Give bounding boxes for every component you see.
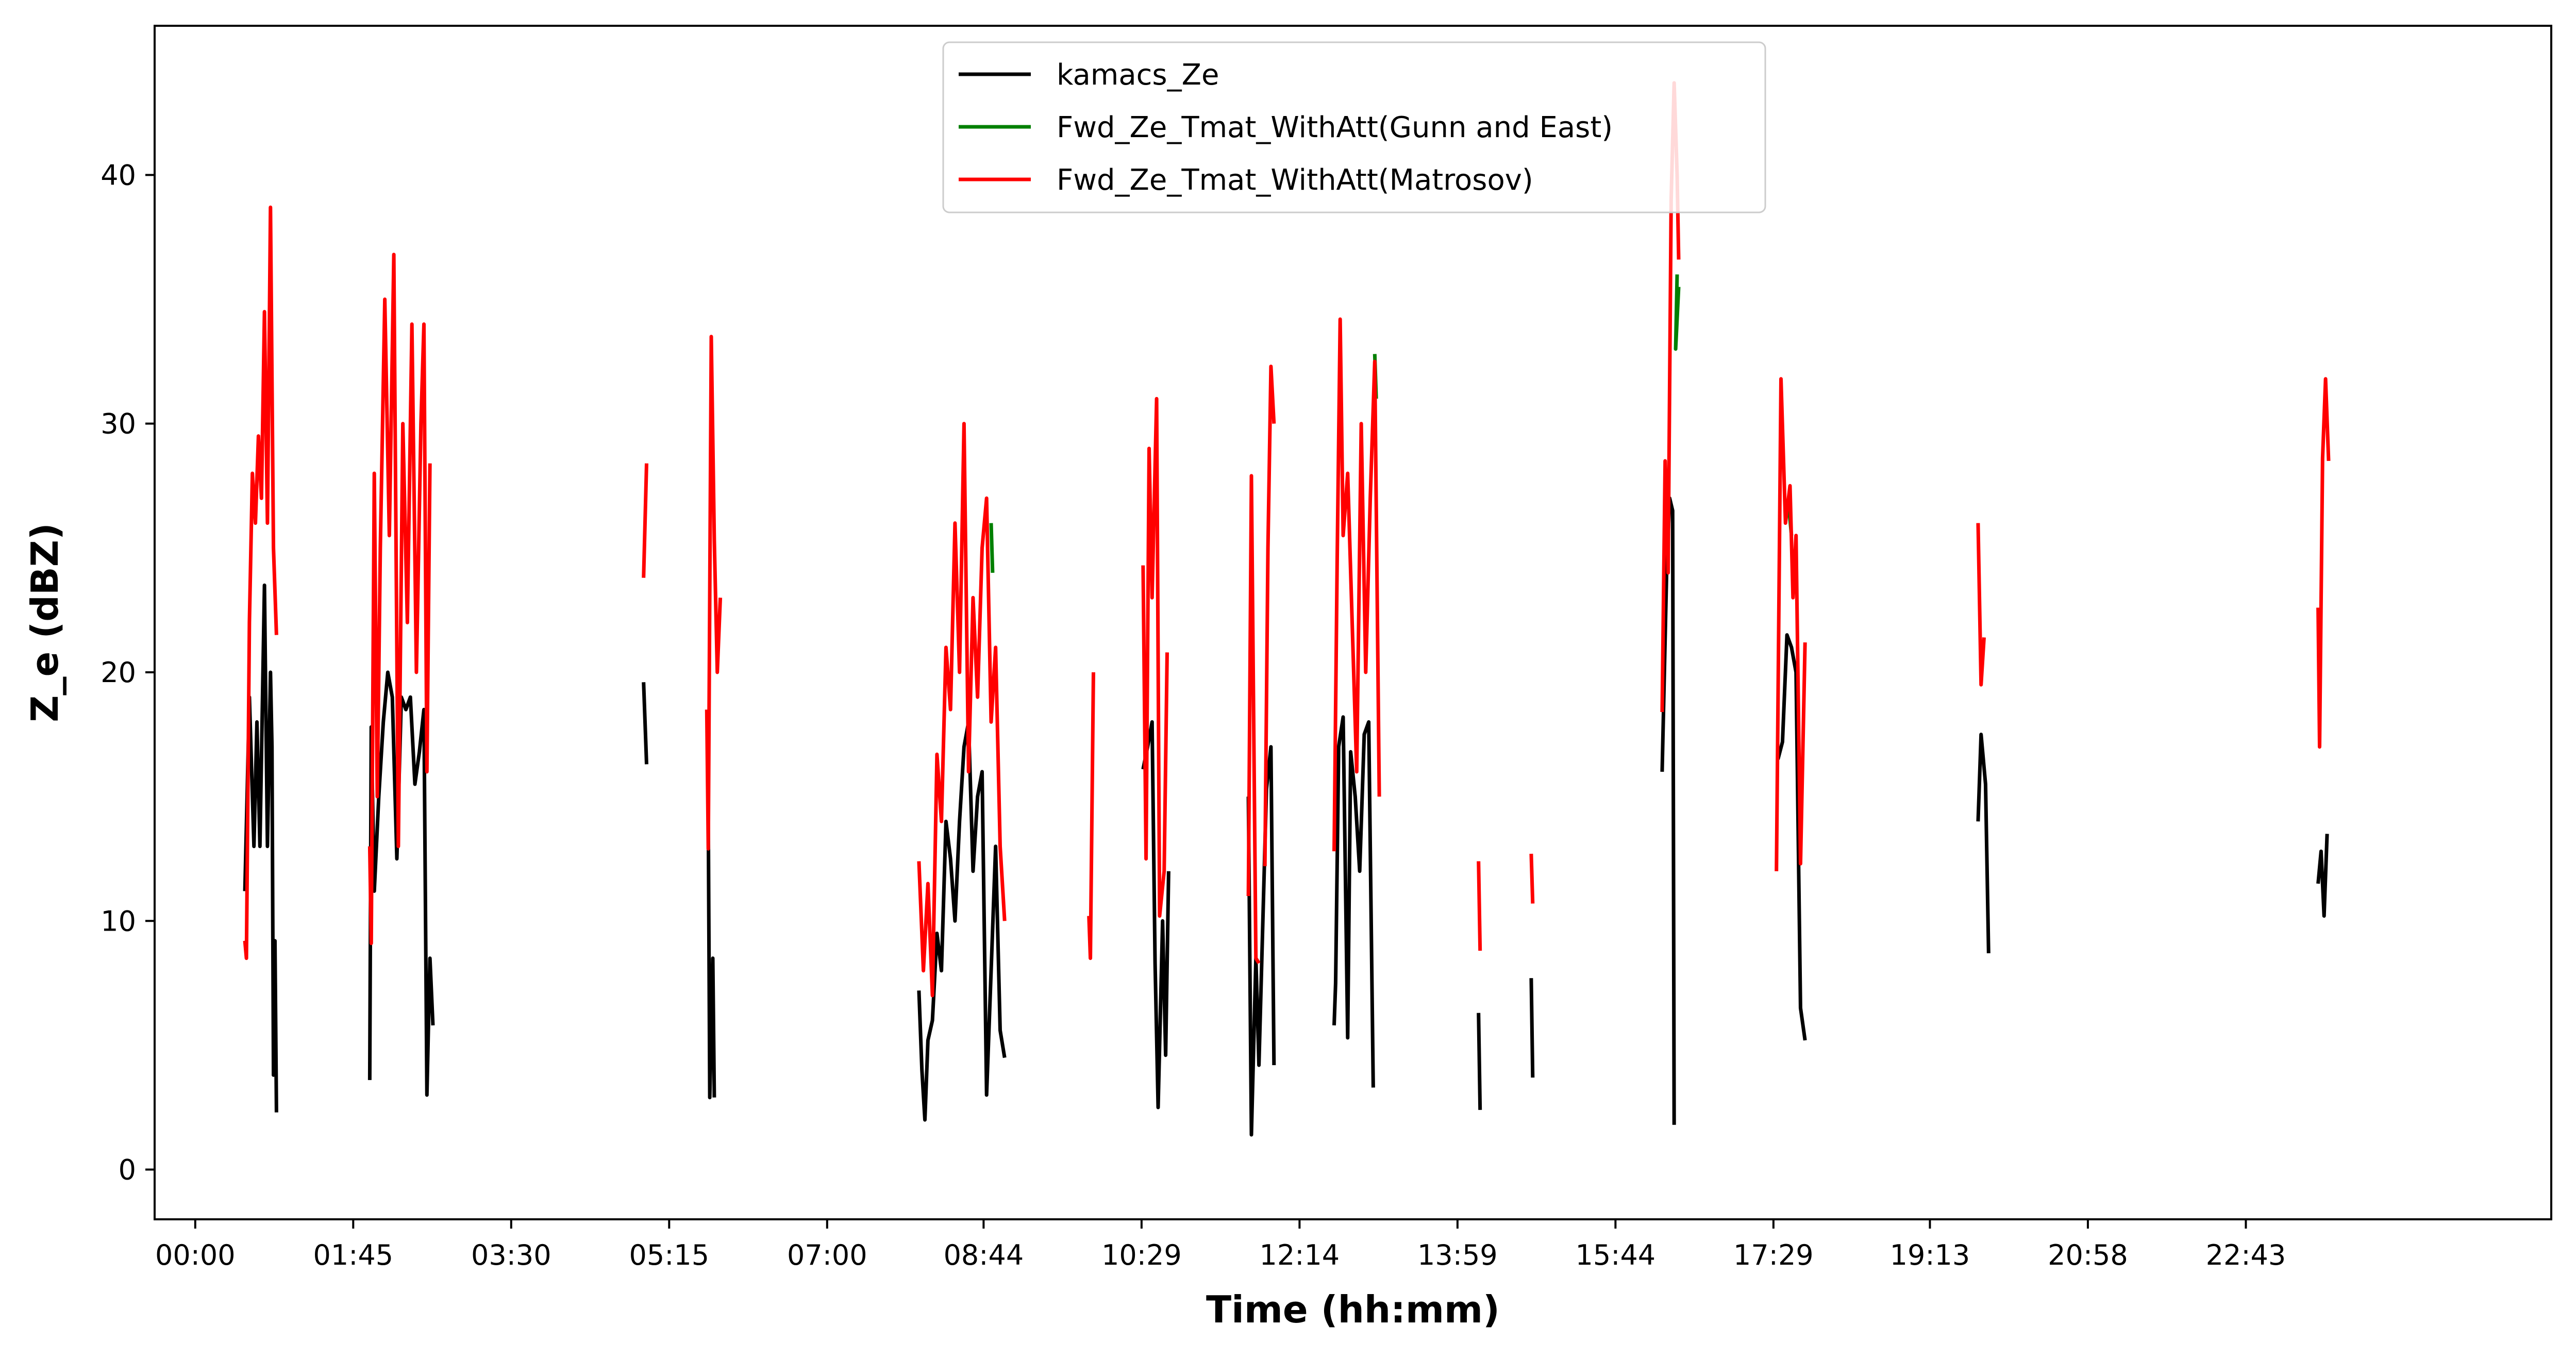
x-tick-label: 08:44	[944, 1239, 1024, 1271]
series-line-segment	[1332, 715, 1375, 1088]
series-line-segment	[243, 205, 278, 960]
x-tick-label: 15:44	[1576, 1239, 1656, 1271]
series-line-segment	[1529, 978, 1535, 1078]
x-tick-label: 13:59	[1417, 1239, 1498, 1271]
legend-entry-label: kamacs_Ze	[1057, 58, 1219, 92]
series-layer	[243, 81, 2331, 1137]
x-tick-label: 20:58	[2048, 1239, 2128, 1271]
series-line-segment	[1087, 672, 1095, 960]
x-tick-label: 03:30	[471, 1239, 551, 1271]
series-line-segment	[1263, 365, 1276, 867]
legend-entry-label: Fwd_Ze_Tmat_WithAtt(Gunn and East)	[1057, 111, 1613, 144]
series-line-segment	[642, 682, 648, 765]
legend-box	[942, 41, 1766, 213]
series-line-segment	[1674, 274, 1681, 351]
series-line-segment	[1246, 474, 1261, 965]
series-line-segment	[1976, 523, 1986, 687]
x-axis: 00:00 01:45 03:30 05:15 07:00 08:44 10:29 12:14…	[155, 1219, 2286, 1271]
x-tick-label: 19:13	[1890, 1239, 1970, 1271]
y-tick-label: 10	[101, 905, 136, 937]
series-line-segment	[1477, 1013, 1482, 1110]
legend: kamacs_Ze Fwd_Ze_Tmat_WithAtt(Gunn and Ea…	[942, 41, 1766, 213]
x-tick-label: 00:00	[155, 1239, 236, 1271]
series-line-segment	[1775, 377, 1807, 871]
series-line-segment	[1477, 861, 1482, 951]
x-tick-label: 12:14	[1260, 1239, 1340, 1271]
plot-frame	[154, 25, 2552, 1220]
series-line-segment	[706, 814, 716, 1100]
series-line-segment	[1776, 633, 1807, 1041]
series-line-segment	[367, 253, 432, 946]
y-tick-label: 0	[119, 1154, 136, 1186]
series-line-segment	[917, 720, 1007, 1122]
x-tick-label: 22:43	[2206, 1239, 2286, 1271]
legend-entry-label: Fwd_Ze_Tmat_WithAtt(Matrosov)	[1057, 163, 1533, 197]
y-tick-label: 20	[101, 656, 136, 689]
x-tick-label: 07:00	[787, 1239, 867, 1271]
series-line-segment	[989, 523, 995, 573]
y-tick-label: 30	[101, 408, 136, 440]
x-tick-label: 01:45	[313, 1239, 393, 1271]
series-line-segment	[1141, 396, 1169, 918]
y-axis: 0 10 20 30 40	[101, 159, 155, 1186]
series-line-segment	[642, 463, 648, 578]
series-line-segment	[2316, 377, 2331, 749]
series-line-segment	[1246, 745, 1276, 1137]
x-axis-label: Time (hh:mm)	[1206, 1288, 1500, 1331]
x-tick-label: 17:29	[1733, 1239, 1814, 1271]
series-line-segment	[2316, 834, 2329, 918]
x-tick-label: 05:15	[629, 1239, 709, 1271]
series-line-segment	[917, 422, 1007, 998]
series-line-segment	[1332, 317, 1381, 852]
series-line-segment	[243, 583, 278, 1113]
series-line-segment	[1529, 853, 1535, 904]
series-line-segment	[705, 335, 723, 851]
series-line-segment	[1976, 733, 1990, 953]
y-tick-label: 40	[101, 159, 136, 191]
y-axis-label: Z_e (dBZ)	[23, 523, 66, 722]
x-tick-label: 10:29	[1101, 1239, 1182, 1271]
